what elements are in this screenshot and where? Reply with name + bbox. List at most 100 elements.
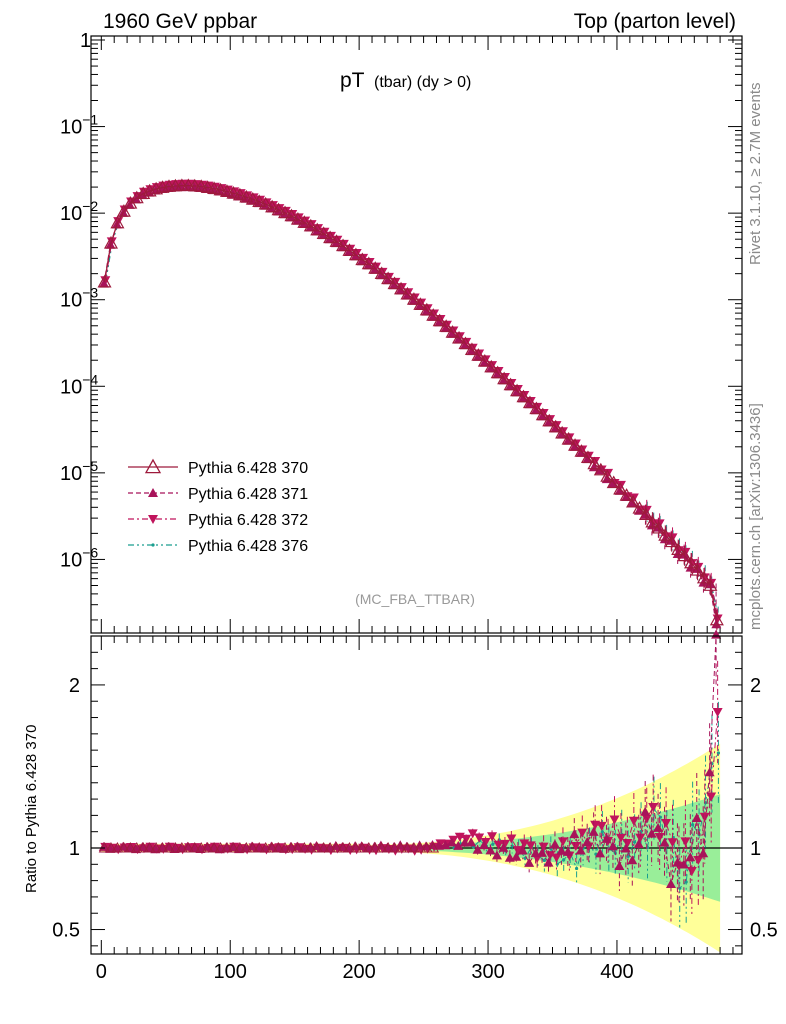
data-point: [401, 290, 412, 300]
ratio-point: [105, 841, 117, 853]
ratio-series-group: [98, 583, 723, 928]
ratio-point: [716, 751, 721, 755]
data-point: [466, 346, 477, 356]
ratio-point: [176, 841, 188, 853]
ratio-point: [408, 841, 420, 853]
data-point: [563, 435, 574, 445]
data-point: [503, 377, 518, 391]
data-point: [459, 340, 470, 350]
data-point: [176, 182, 187, 192]
data-point: [395, 285, 406, 295]
legend-label: Pythia 6.428 371: [188, 486, 308, 503]
ratio-point: [259, 841, 272, 853]
ratio-point: [448, 835, 459, 845]
ratio-point: [208, 841, 220, 853]
ratio-series-r370: [98, 841, 440, 853]
data-point: [271, 202, 286, 216]
ratio-point: [246, 841, 259, 853]
data-point: [389, 280, 400, 290]
ratio-point: [253, 843, 264, 853]
data-point: [548, 419, 563, 433]
data-point: [574, 444, 589, 457]
data-point: [517, 393, 528, 403]
ratio-point: [401, 841, 414, 853]
ratio-point: [699, 812, 710, 822]
ratio-point: [543, 857, 554, 867]
data-point: [414, 301, 425, 311]
ratio-point: [298, 841, 311, 853]
y-tick-label: 10−6: [60, 544, 98, 571]
data-point: [613, 481, 628, 495]
ratio-x-axis: 0 100 200 300 400: [96, 636, 734, 983]
data-point: [116, 204, 131, 217]
data-point: [484, 359, 499, 373]
data-point: [530, 405, 541, 415]
data-point: [709, 612, 724, 626]
ratio-point: [525, 841, 536, 851]
data-point: [490, 365, 505, 379]
data-point: [103, 235, 119, 249]
data-point: [632, 501, 647, 514]
ratio-plot-panel: 0.5 0.5 1 1 2 2 0 100 200 300 400: [52, 583, 778, 983]
data-point: [651, 520, 666, 534]
data-point: [355, 252, 370, 266]
ratio-point: [672, 857, 683, 867]
data-point: [522, 395, 537, 409]
ratio-point: [388, 841, 401, 853]
data-point: [498, 375, 509, 385]
ratio-point: [641, 814, 652, 824]
data-point: [439, 319, 454, 332]
ratio-point: [130, 841, 143, 853]
data-point: [187, 178, 202, 192]
data-point: [664, 534, 679, 548]
ratio-point: [227, 841, 240, 853]
main-plot-panel: 110−110−210−310−410−510−6 (MC_FBA_TTBAR): [60, 30, 743, 635]
ratio-point: [461, 834, 472, 844]
data-point: [511, 387, 522, 397]
series-line: [103, 186, 717, 625]
data-point: [516, 389, 531, 403]
ratio-point: [375, 841, 388, 853]
ratio-point: [350, 841, 362, 853]
ratio-point: [562, 858, 566, 862]
ratio-y-tick-label-right: 2: [750, 675, 761, 697]
legend-marker: [148, 488, 158, 497]
plot-title-sub: (tbar) (dy > 0): [374, 74, 471, 91]
data-point: [434, 317, 445, 327]
main-y-axis: 110−110−210−310−410−510−6: [60, 30, 742, 621]
data-point: [207, 181, 222, 195]
ratio-point: [343, 841, 356, 853]
data-point: [387, 276, 402, 290]
data-point: [290, 212, 305, 225]
ratio-point: [234, 841, 246, 853]
data-point: [336, 238, 351, 252]
data-point: [600, 469, 615, 482]
data-point: [129, 190, 144, 204]
data-point: [136, 186, 151, 200]
data-point: [529, 401, 544, 415]
ratio-point: [691, 813, 702, 823]
ratio-point: [292, 841, 304, 853]
ratio-point: [420, 841, 433, 853]
ratio-point: [362, 841, 375, 853]
ratio-point: [137, 841, 150, 853]
ratio-point: [221, 841, 233, 853]
data-point: [556, 429, 567, 439]
legend-marker: [151, 543, 155, 547]
ratio-y-tick-label: 0.5: [52, 920, 80, 942]
data-point: [698, 577, 709, 587]
data-point: [232, 187, 247, 201]
ratio-point: [163, 841, 175, 853]
data-point: [361, 256, 376, 270]
data-point: [329, 234, 344, 247]
data-point: [677, 548, 692, 562]
ratio-point: [195, 841, 208, 853]
data-point: [323, 230, 338, 244]
data-point: [252, 194, 267, 207]
ratio-point: [304, 841, 317, 853]
data-point: [258, 196, 273, 210]
ratio-point: [253, 841, 266, 853]
data-point: [619, 488, 634, 501]
data-point: [452, 330, 467, 344]
ratio-point: [330, 841, 343, 853]
